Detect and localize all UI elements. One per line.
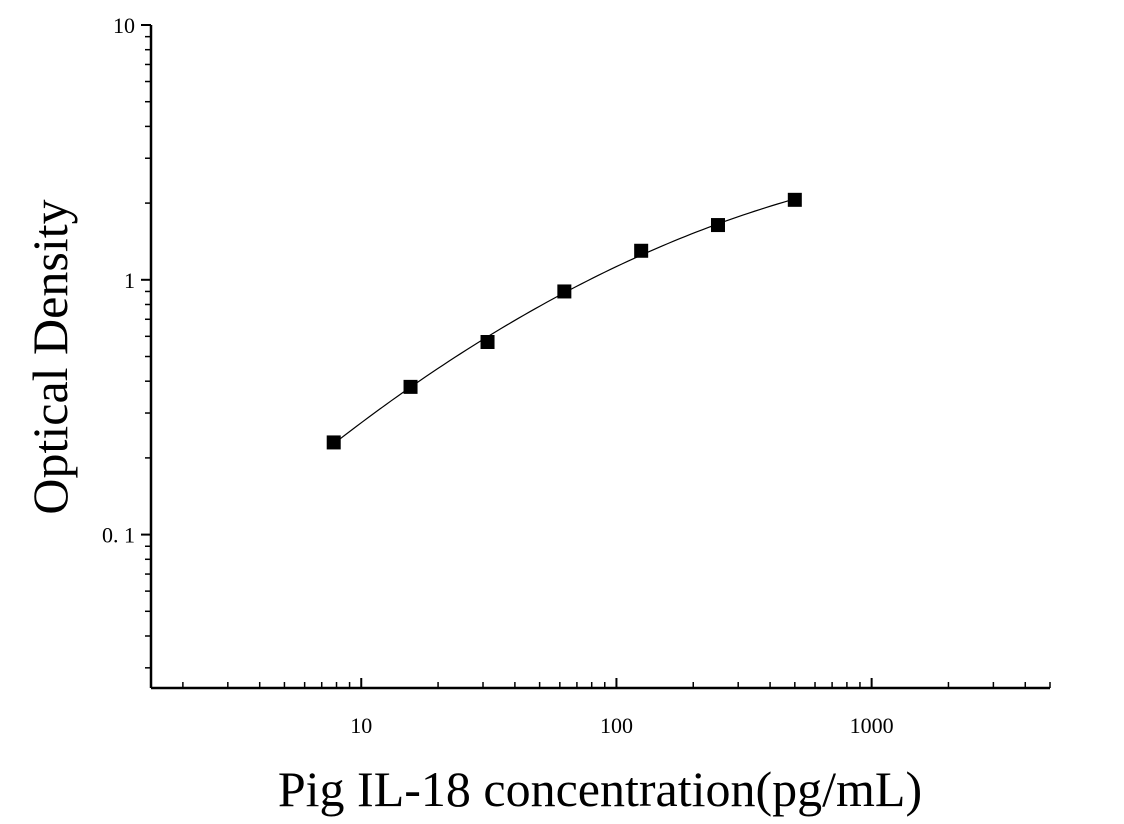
y-tick-label: 10 xyxy=(113,13,135,38)
data-point xyxy=(634,243,649,258)
y-tick-label: 1 xyxy=(124,268,135,293)
data-point xyxy=(480,335,495,350)
x-tick-label: 10 xyxy=(350,713,372,738)
fit-curve xyxy=(333,198,795,445)
x-tick-label: 100 xyxy=(600,713,633,738)
y-tick-labels: 10 1 0. 1 xyxy=(102,13,135,548)
x-tick-label: 1000 xyxy=(850,713,894,738)
x-tick-labels: 10 100 1000 xyxy=(350,713,893,738)
x-axis-title: Pig IL-18 concentration(pg/mL) xyxy=(278,761,922,817)
y-ticks xyxy=(141,24,151,669)
data-point xyxy=(787,192,802,207)
data-points xyxy=(326,192,802,450)
axes xyxy=(149,25,1050,690)
data-point xyxy=(557,284,572,299)
x-ticks xyxy=(182,678,1051,688)
data-point xyxy=(326,435,341,450)
y-tick-label: 0. 1 xyxy=(102,523,135,548)
data-point xyxy=(710,218,725,233)
data-point xyxy=(403,379,418,394)
y-axis-title: Optical Density xyxy=(22,199,78,514)
